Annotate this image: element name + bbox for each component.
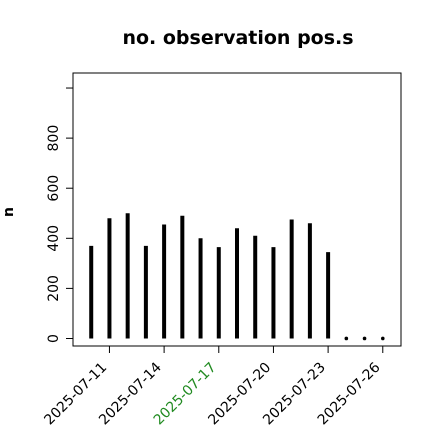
y-axis: 0 200 400 600 800 bbox=[46, 87, 73, 343]
chart-title: no. observation pos.s bbox=[122, 27, 353, 49]
plot-frame bbox=[72, 72, 402, 347]
zero-point bbox=[380, 336, 385, 341]
x-axis: 2025-07-112025-07-142025-07-172025-07-20… bbox=[41, 346, 384, 428]
bars bbox=[89, 213, 385, 341]
y-axis-label: n bbox=[1, 207, 17, 217]
y-tick-label: 0 bbox=[46, 334, 62, 343]
y-tick-label: 400 bbox=[46, 225, 62, 252]
y-tick-label: 800 bbox=[46, 125, 62, 152]
y-tick-label: 600 bbox=[46, 175, 62, 202]
zero-point bbox=[344, 336, 349, 341]
y-tick-label: 200 bbox=[46, 275, 62, 302]
zero-point bbox=[362, 336, 367, 341]
